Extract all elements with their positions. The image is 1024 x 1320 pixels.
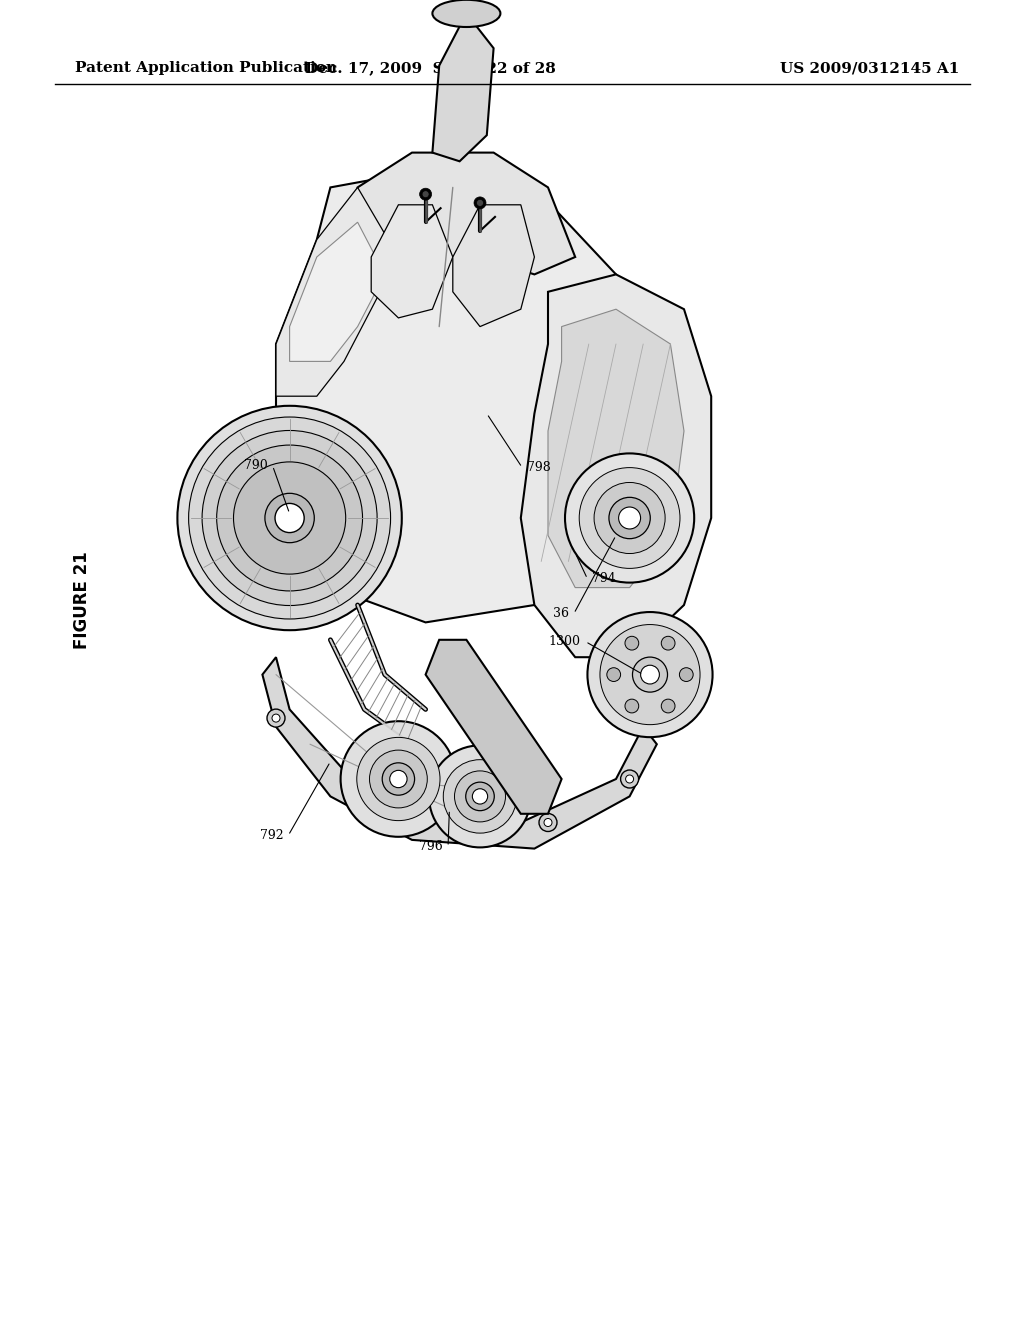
Circle shape: [662, 636, 675, 649]
Polygon shape: [276, 187, 398, 396]
Polygon shape: [426, 640, 561, 814]
Text: Patent Application Publication: Patent Application Publication: [75, 61, 337, 75]
Circle shape: [202, 430, 377, 606]
Circle shape: [455, 771, 506, 822]
Circle shape: [370, 750, 427, 808]
Polygon shape: [521, 275, 712, 657]
Circle shape: [390, 771, 408, 788]
Circle shape: [466, 783, 495, 810]
Polygon shape: [372, 205, 453, 318]
Circle shape: [420, 189, 431, 201]
Text: US 2009/0312145 A1: US 2009/0312145 A1: [780, 61, 959, 75]
Polygon shape: [344, 153, 575, 275]
Circle shape: [600, 624, 700, 725]
Text: 792: 792: [260, 829, 284, 842]
Circle shape: [275, 503, 304, 532]
Circle shape: [539, 813, 557, 832]
Circle shape: [679, 668, 693, 681]
Circle shape: [618, 507, 641, 529]
Circle shape: [588, 612, 713, 737]
Circle shape: [625, 636, 639, 649]
Text: 794: 794: [593, 573, 616, 585]
Circle shape: [662, 700, 675, 713]
Circle shape: [233, 462, 346, 574]
Circle shape: [565, 453, 694, 582]
Text: Dec. 17, 2009  Sheet 22 of 28: Dec. 17, 2009 Sheet 22 of 28: [304, 61, 555, 75]
Circle shape: [429, 746, 531, 847]
Circle shape: [265, 494, 314, 543]
Circle shape: [476, 199, 483, 206]
Circle shape: [382, 763, 415, 795]
Text: 798: 798: [527, 461, 551, 474]
Text: 796: 796: [419, 841, 443, 853]
Text: 790: 790: [244, 459, 267, 473]
Circle shape: [443, 760, 517, 833]
Circle shape: [544, 818, 552, 826]
Circle shape: [217, 445, 362, 591]
Text: 36: 36: [553, 607, 569, 620]
Circle shape: [580, 467, 680, 569]
Circle shape: [422, 190, 429, 198]
Circle shape: [621, 770, 639, 788]
Circle shape: [626, 775, 634, 783]
Circle shape: [341, 721, 457, 837]
Polygon shape: [290, 222, 385, 362]
Circle shape: [607, 668, 621, 681]
Circle shape: [625, 700, 639, 713]
Circle shape: [356, 738, 440, 821]
Circle shape: [633, 657, 668, 692]
Polygon shape: [453, 205, 535, 326]
Circle shape: [474, 197, 486, 209]
Polygon shape: [548, 309, 684, 587]
Circle shape: [177, 405, 401, 630]
Polygon shape: [262, 657, 656, 849]
Circle shape: [594, 483, 666, 553]
Polygon shape: [276, 170, 630, 623]
Ellipse shape: [432, 0, 501, 26]
Circle shape: [641, 665, 659, 684]
Text: FIGURE 21: FIGURE 21: [73, 552, 91, 649]
Polygon shape: [432, 13, 494, 161]
Text: 1300: 1300: [549, 635, 581, 648]
Circle shape: [472, 789, 487, 804]
Circle shape: [267, 709, 285, 727]
Circle shape: [609, 498, 650, 539]
Circle shape: [272, 714, 280, 722]
Circle shape: [188, 417, 390, 619]
